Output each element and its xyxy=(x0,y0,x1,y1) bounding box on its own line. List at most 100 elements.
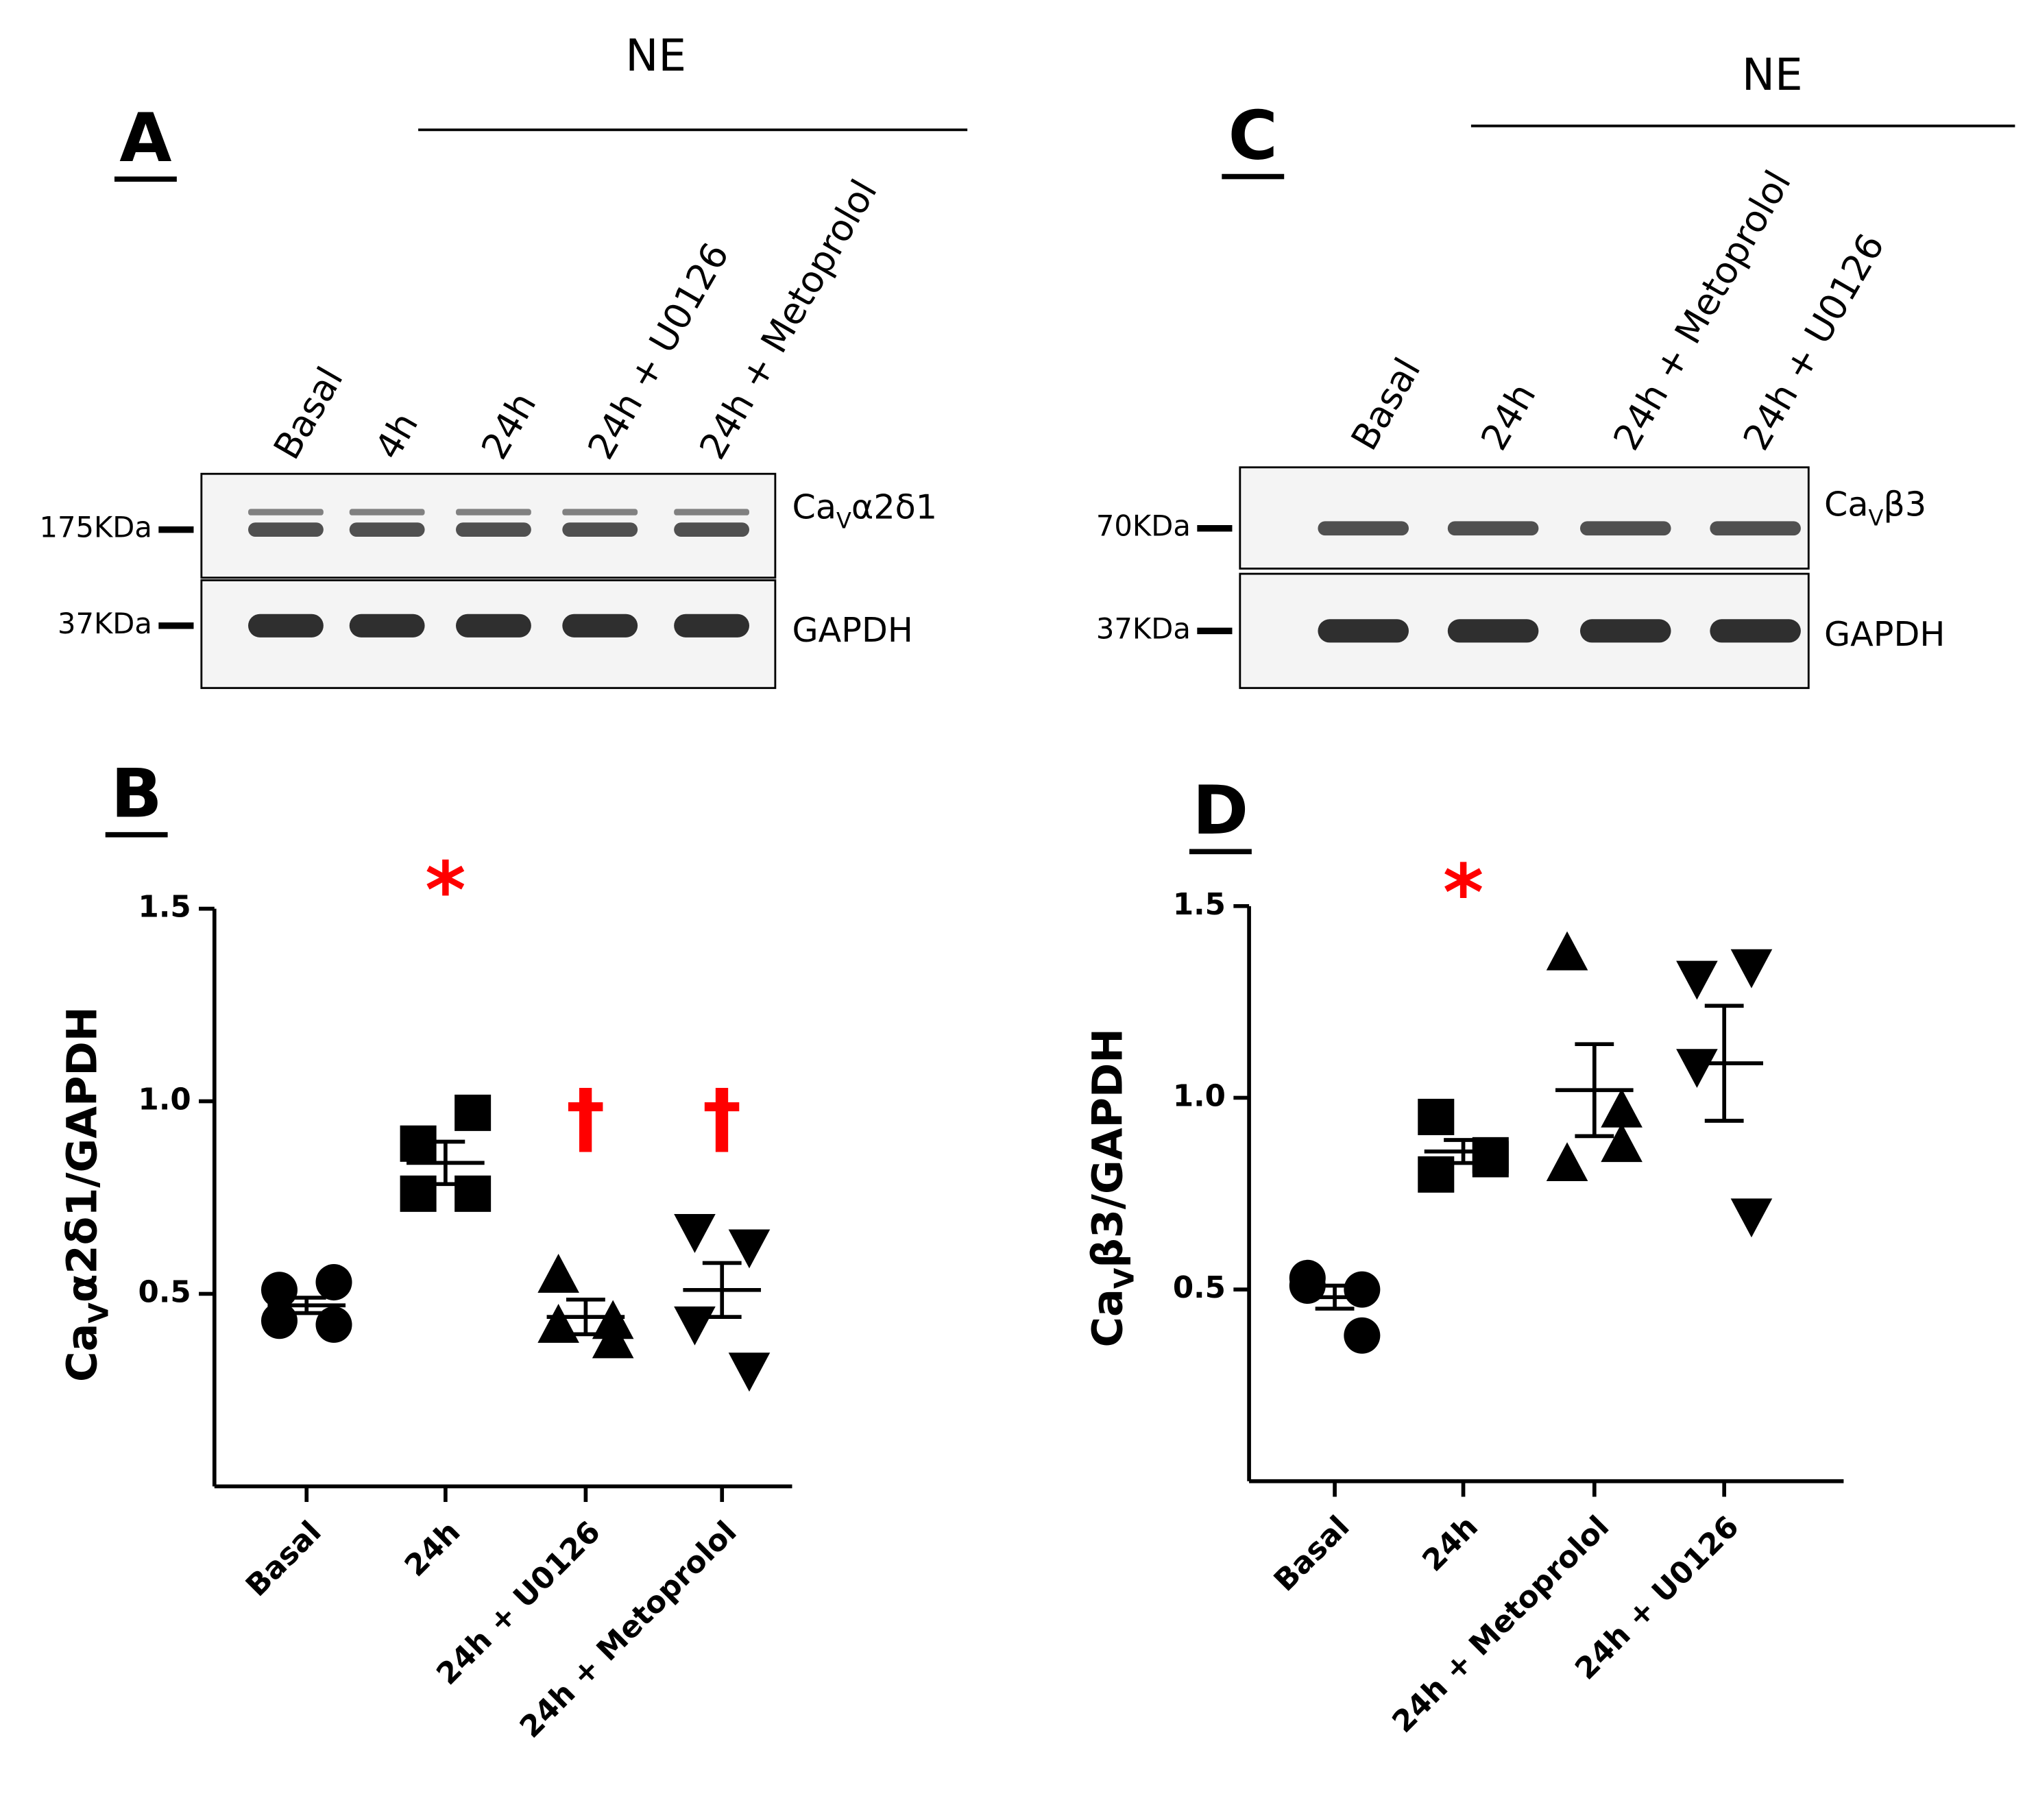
y-tick-label: 1.0 xyxy=(1173,1079,1226,1113)
data-point xyxy=(674,1306,716,1346)
blot-band xyxy=(1447,521,1539,536)
blot-band xyxy=(674,509,749,515)
protein-label: CaVα2δ1 xyxy=(792,487,937,533)
blot-band xyxy=(248,522,324,537)
protein-label-part: GAPDH xyxy=(1824,614,1945,653)
protein-label-part: V xyxy=(836,507,851,533)
blot-band xyxy=(1710,521,1801,536)
significance-mark: † xyxy=(566,1072,605,1163)
blot-band xyxy=(248,509,324,515)
lane-label: Basal xyxy=(265,360,352,466)
blot-band xyxy=(349,509,425,515)
panel-label: A xyxy=(119,99,171,178)
data-point xyxy=(455,1094,492,1131)
protein-label: GAPDH xyxy=(1824,614,1945,653)
protein-label-part: α2δ1 xyxy=(851,487,937,526)
data-point xyxy=(315,1306,352,1343)
blot-band xyxy=(349,522,425,537)
data-point xyxy=(1546,931,1588,971)
protein-label-part: Ca xyxy=(792,487,836,526)
lane-label: 24h xyxy=(473,385,544,467)
treatment-label: NE xyxy=(1742,49,1803,101)
data-point xyxy=(1601,1123,1643,1163)
data-point xyxy=(1418,1098,1455,1135)
panel-label: D xyxy=(1193,772,1249,850)
blot-band xyxy=(1579,521,1671,536)
blot-band xyxy=(562,614,638,638)
blot-band xyxy=(562,522,638,537)
lane-label: 4h xyxy=(367,405,426,466)
y-axis-label-part: V xyxy=(83,1302,114,1324)
protein-label: CaVβ3 xyxy=(1824,484,1926,531)
x-tick-label: 24h + Metoprolol xyxy=(1386,1509,1616,1739)
blot-band xyxy=(456,614,531,638)
blot-band xyxy=(1318,619,1409,643)
lane-label: 24h + Metoprolol xyxy=(691,173,885,467)
protein-label-part: β3 xyxy=(1883,484,1926,524)
blot-band xyxy=(674,522,749,537)
data-point xyxy=(1601,1088,1643,1128)
marker-label: 37KDa xyxy=(58,607,152,640)
data-point xyxy=(1289,1267,1326,1305)
blot-band xyxy=(349,614,425,638)
data-point xyxy=(728,1229,771,1269)
y-tick-label: 1.5 xyxy=(138,890,191,925)
blot-band xyxy=(456,509,531,515)
protein-label: GAPDH xyxy=(792,610,912,650)
y-axis-label-part: α2δ1/GAPDH xyxy=(58,1006,106,1302)
y-axis-label-part: Ca xyxy=(1084,1289,1132,1347)
panel-label: C xyxy=(1228,97,1278,175)
marker-label: 37KDa xyxy=(1096,611,1191,645)
data-point xyxy=(315,1264,352,1301)
significance-mark: * xyxy=(425,845,465,936)
protein-label-part: GAPDH xyxy=(792,610,912,650)
data-point xyxy=(455,1175,492,1212)
x-tick-label: Basal xyxy=(239,1515,328,1603)
blot-membrane xyxy=(1239,466,1810,570)
y-tick-label: 1.5 xyxy=(1173,888,1226,922)
data-point xyxy=(1344,1271,1381,1308)
blot-band xyxy=(1710,619,1801,643)
blot-band xyxy=(1318,521,1409,536)
y-tick-label: 0.5 xyxy=(1173,1271,1226,1305)
marker-label: 70KDa xyxy=(1096,509,1191,543)
data-point xyxy=(260,1302,298,1339)
blot-band xyxy=(562,509,638,515)
data-point xyxy=(592,1319,634,1359)
marker-label: 175KDa xyxy=(39,511,152,544)
blot-band xyxy=(674,614,749,638)
data-point xyxy=(537,1304,579,1343)
x-tick-label: 24h xyxy=(1416,1509,1485,1578)
data-point xyxy=(1546,1142,1588,1182)
significance-mark: † xyxy=(703,1072,742,1163)
y-tick-label: 0.5 xyxy=(138,1275,191,1309)
y-axis-label-part: V xyxy=(1108,1267,1140,1289)
data-point xyxy=(1676,1049,1718,1089)
protein-label-part: Ca xyxy=(1824,484,1869,524)
data-point xyxy=(1472,1141,1509,1178)
data-point xyxy=(1676,960,1718,1000)
data-point xyxy=(674,1214,716,1253)
data-point xyxy=(1730,1198,1773,1238)
y-axis-label-part: β3/GAPDH xyxy=(1084,1028,1132,1268)
significance-mark: * xyxy=(1443,848,1483,938)
y-tick-label: 1.0 xyxy=(138,1083,191,1117)
data-point xyxy=(537,1254,579,1293)
data-point xyxy=(1344,1317,1381,1354)
blot-band xyxy=(1579,619,1671,643)
data-point xyxy=(400,1175,437,1212)
data-point xyxy=(728,1352,771,1392)
blot-band xyxy=(248,614,324,638)
x-tick-label: Basal xyxy=(1268,1509,1356,1598)
y-axis-label: CaVβ3/GAPDH xyxy=(1084,1028,1140,1347)
panel-label: B xyxy=(111,755,162,833)
blot-band xyxy=(1447,619,1539,643)
lane-label: Basal xyxy=(1343,351,1429,457)
x-tick-label: 24h xyxy=(398,1515,467,1584)
lane-label: 24h xyxy=(1473,376,1544,458)
data-point xyxy=(1730,949,1773,988)
y-axis-label-part: Ca xyxy=(58,1324,106,1382)
lane-label: 24h + U0126 xyxy=(1735,227,1893,458)
blot-band xyxy=(456,522,531,537)
